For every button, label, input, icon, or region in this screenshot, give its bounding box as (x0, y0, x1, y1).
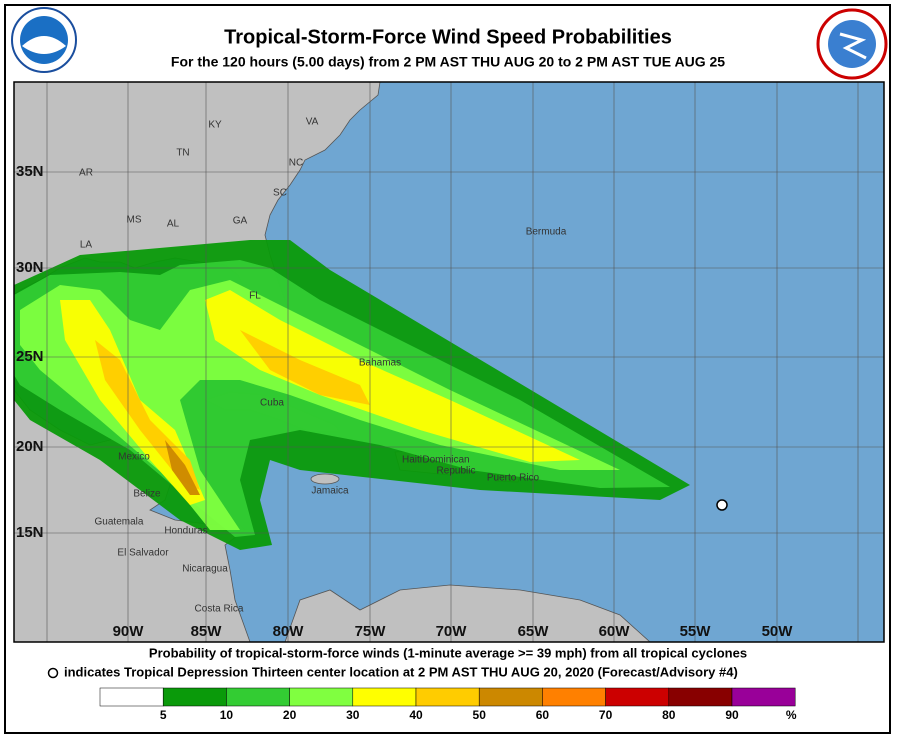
map-border (13, 81, 885, 643)
legend-swatch (415, 687, 480, 707)
legend-swatch (162, 687, 227, 707)
place-label: NC (289, 158, 303, 169)
map: 90W 85W 80W 75W 70W 65W 60W 55W 50W 35N 30N 25N 20N… (14, 82, 884, 642)
legend-swatch (478, 687, 543, 707)
place-label: TN (176, 148, 189, 159)
place-label: Dominican (422, 455, 469, 466)
nws-logo (816, 8, 888, 80)
legend-swatch (668, 687, 733, 707)
legend-swatch (542, 687, 606, 707)
place-label: El Salvador (117, 548, 169, 559)
place-label: Republic (437, 466, 476, 477)
center-marker (716, 499, 728, 511)
place-label: SC (273, 188, 287, 199)
place-label: GA (233, 216, 248, 227)
lon-label: 75W (355, 623, 387, 640)
legend-swatch (731, 687, 796, 707)
lon-label: 60W (599, 623, 631, 640)
legend-unit: % (786, 708, 797, 722)
legend: 5 10 20 30 40 50 60 70 80 90% (99, 687, 797, 722)
probability-contours (14, 240, 690, 550)
legend-swatch (289, 687, 354, 707)
place-label: AR (79, 168, 93, 179)
footer-marker (47, 667, 59, 679)
lat-label: 35N (16, 163, 44, 180)
legend-tick-label: 5 (160, 708, 167, 722)
lat-label: 25N (16, 348, 44, 365)
legend-tick-label: 50 (473, 708, 487, 722)
place-label: Haiti (402, 455, 422, 466)
title: Tropical-Storm-Force Wind Speed Probabil… (224, 26, 672, 48)
legend-swatch (352, 687, 417, 707)
place-label: Bahamas (359, 358, 401, 369)
place-label: LA (80, 240, 93, 251)
lon-labels: 90W 85W 80W 75W 70W 65W 60W 55W 50W (113, 623, 794, 640)
lat-labels: 35N 30N 25N 20N 15N (16, 163, 44, 541)
place-label: Belize (133, 489, 161, 500)
place-label: Jamaica (311, 486, 349, 497)
lat-label: 20N (16, 438, 44, 455)
place-label: Cuba (260, 398, 284, 409)
legend-tick-label: 70 (599, 708, 613, 722)
legend-swatch (605, 687, 670, 707)
legend-tick-label: 20 (283, 708, 297, 722)
place-label: Bermuda (526, 227, 567, 238)
place-label: VA (306, 117, 319, 128)
place-label: AL (167, 219, 180, 230)
lon-label: 65W (518, 623, 550, 640)
place-label: Nicaragua (182, 564, 228, 575)
legend-tick-label: 30 (346, 708, 360, 722)
lon-label: 70W (436, 623, 468, 640)
place-label: Honduras (164, 526, 207, 537)
footer-line1: Probability of tropical-storm-force wind… (149, 645, 747, 660)
legend-tick-label: 90 (725, 708, 739, 722)
lon-label: 55W (680, 623, 712, 640)
place-label: KY (208, 120, 222, 131)
legend-swatch (99, 687, 164, 707)
lon-label: 80W (273, 623, 305, 640)
lon-label: 50W (762, 623, 794, 640)
lat-label: 30N (16, 259, 44, 276)
legend-tick-label: 60 (536, 708, 550, 722)
legend-tick-label: 10 (220, 708, 234, 722)
noaa-logo (11, 7, 77, 73)
place-label: Puerto Rico (487, 473, 540, 484)
place-label: MS (127, 215, 142, 226)
graticule (14, 82, 884, 642)
place-label: Mexico (118, 452, 150, 463)
legend-tick-label: 40 (409, 708, 423, 722)
lat-label: 15N (16, 524, 44, 541)
subtitle: For the 120 hours (5.00 days) from 2 PM … (171, 54, 725, 70)
place-label: FL (249, 291, 261, 302)
footer-line2: indicates Tropical Depression Thirteen c… (64, 664, 738, 679)
place-labels: KY VA TN NC AR SC MS AL GA LA FL Bermuda Bahamas Cuba… (79, 117, 567, 615)
lon-label: 85W (191, 623, 223, 640)
legend-swatch (226, 687, 290, 707)
place-label: Guatemala (95, 517, 144, 528)
legend-tick-label: 80 (662, 708, 676, 722)
place-label: Costa Rica (195, 604, 244, 615)
lon-label: 90W (113, 623, 145, 640)
